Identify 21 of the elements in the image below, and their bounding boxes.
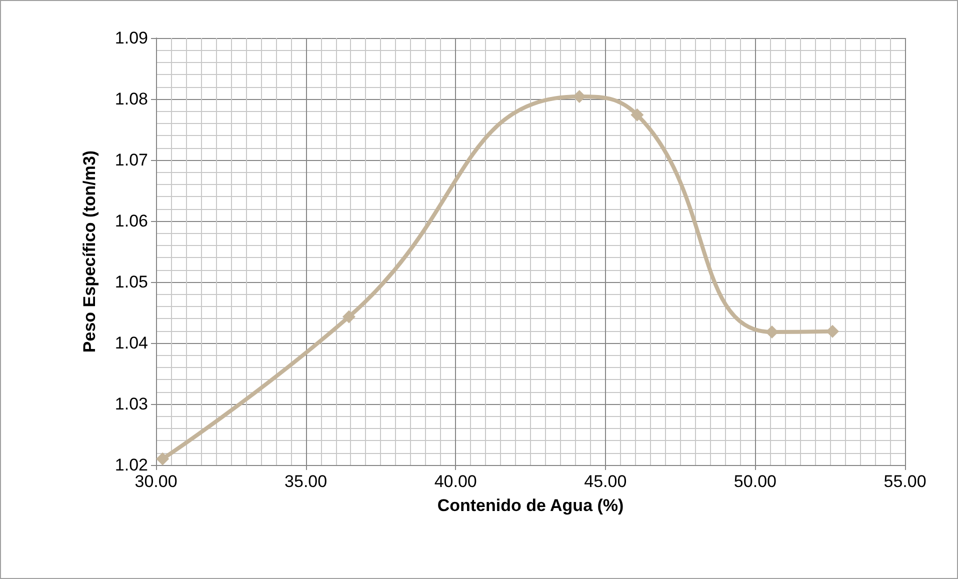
y-tick-label: 1.09 [114, 28, 148, 48]
x-tick-label: 55.00 [884, 472, 926, 491]
x-tick-label: 35.00 [284, 472, 328, 491]
point [765, 326, 778, 339]
y-tick-label: 1.07 [114, 150, 148, 170]
y-tick-label: 1.02 [114, 456, 148, 474]
x-tick-label: 40.00 [434, 472, 477, 491]
y-tick-label: 1.06 [114, 212, 148, 230]
x-tick-label: 50.00 [734, 472, 776, 491]
x-tick-label: 30.00 [134, 472, 178, 491]
point [342, 310, 356, 324]
y-tick-label: 1.03 [114, 394, 148, 414]
point [156, 452, 170, 466]
y-tick-label: 1.04 [114, 334, 148, 352]
x-tick-label: 45.00 [584, 472, 627, 491]
point [630, 108, 644, 122]
y-tick-label: 1.08 [114, 90, 148, 108]
y-tick-label: 1.05 [114, 272, 148, 292]
y-axis-title: Peso Específico (ton/m3) [80, 150, 99, 353]
point [572, 90, 586, 104]
x-axis-title: Contenido de Agua (%) [437, 496, 624, 515]
